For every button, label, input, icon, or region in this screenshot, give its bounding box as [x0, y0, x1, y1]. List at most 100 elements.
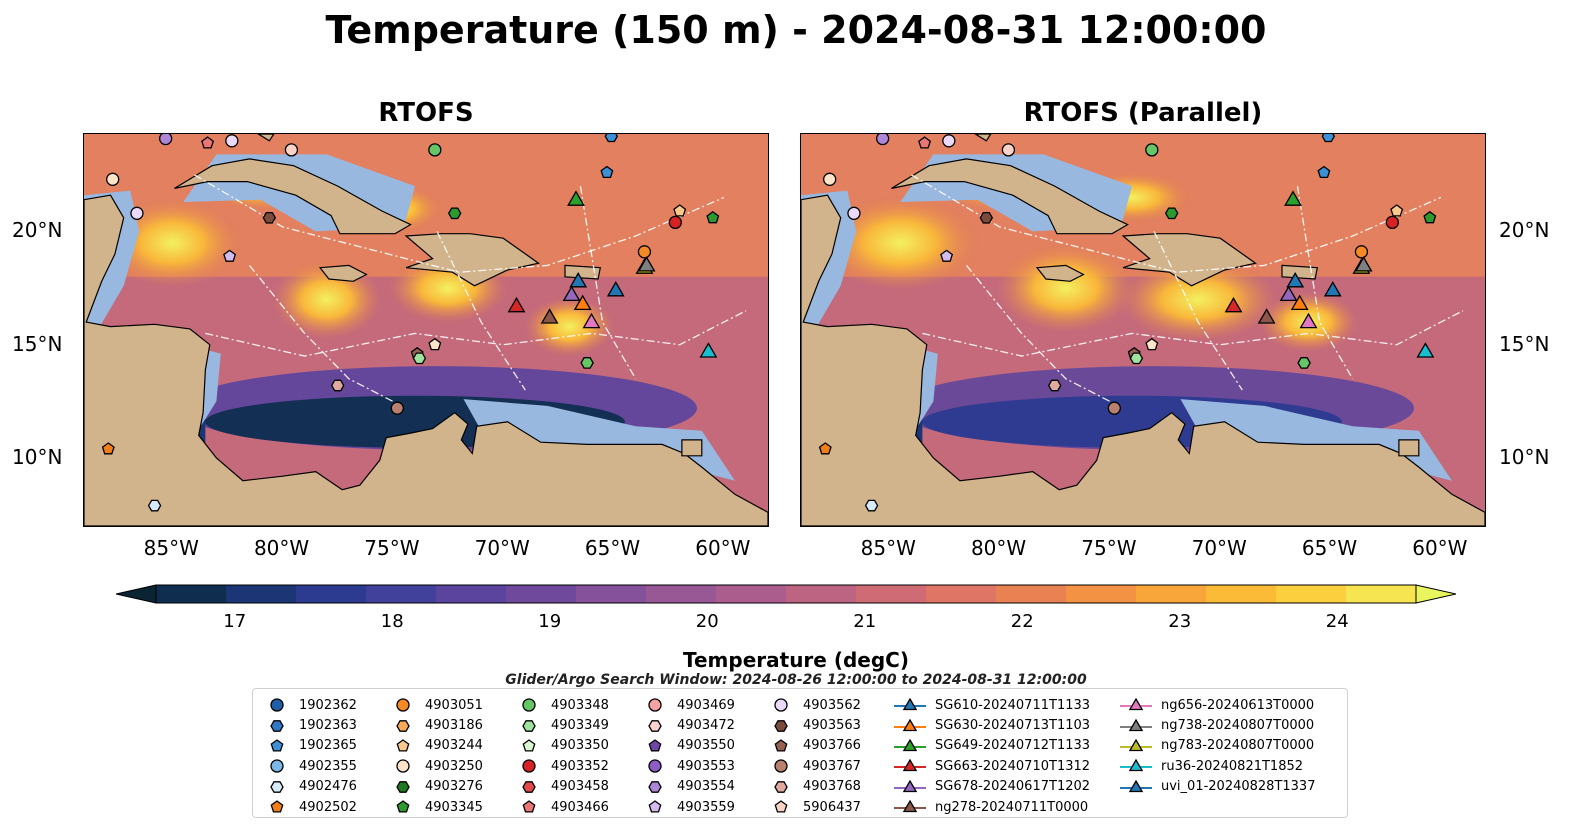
legend-column: SG610-20240711T1133 SG630-20240713T1103 SG…: [893, 695, 1090, 817]
lon-tick-label: 85°W: [143, 536, 199, 560]
legend-item: 4903768: [767, 777, 861, 797]
legend-swatch: [1128, 697, 1144, 711]
legend-swatch: [396, 719, 410, 732]
lon-tick-label: 65°W: [584, 536, 641, 560]
colorbar-tick-label: 19: [538, 611, 562, 632]
legend-item: ng783-20240807T0000: [1119, 736, 1315, 756]
legend-item: 4903348: [515, 695, 609, 715]
land-4: [84, 194, 768, 526]
legend-swatch: [902, 759, 918, 772]
argo-marker: [918, 136, 932, 149]
legend-label: 4903766: [803, 738, 861, 754]
argo-marker: [600, 165, 614, 179]
legend-swatch: [522, 780, 536, 793]
lon-tick-label: 75°W: [364, 536, 420, 560]
colorbar-segment: [1066, 585, 1137, 603]
legend-label: 4903562: [803, 697, 861, 713]
lat-tick-label-right: 15°N: [1499, 331, 1550, 356]
lon-tick-label: 60°W: [1412, 536, 1468, 560]
colorbar-tick-label: 22: [1010, 611, 1034, 632]
argo-marker: [637, 245, 652, 259]
legend-item: 1902363: [263, 715, 357, 735]
legend-item: SG630-20240713T1103: [893, 715, 1090, 735]
legend-swatch: [270, 719, 284, 732]
legend-swatch: [522, 759, 536, 774]
land-1: [1121, 233, 1257, 287]
colorbar-tick-label: 24: [1325, 611, 1349, 632]
colorbar-segment: [366, 585, 437, 603]
legend-item: 1902365: [263, 736, 357, 756]
legend-swatch: [774, 800, 788, 813]
glider-marker: [1224, 296, 1243, 313]
land-7: [1398, 439, 1420, 457]
argo-marker: [1297, 357, 1311, 369]
legend-label: 4903554: [677, 779, 735, 795]
argo-marker: [1129, 352, 1144, 365]
legend-swatch: [522, 739, 536, 752]
argo-marker: [412, 352, 427, 365]
legend-swatch: [774, 719, 788, 732]
legend-item: 4902355: [263, 756, 357, 776]
legend-label: 4903276: [425, 779, 483, 795]
map-panel-rtofs-parallel[interactable]: [800, 133, 1486, 527]
legend-item: 4903244: [389, 736, 483, 756]
argo-marker: [223, 249, 237, 262]
legend-swatch: [902, 779, 918, 792]
argo-marker: [1317, 165, 1331, 179]
colorbar-title: Temperature (degC): [683, 648, 909, 672]
legend-swatch: [522, 800, 536, 813]
legend-column: ng656-20240613T0000 ng738-20240807T0000 ng…: [1119, 695, 1315, 797]
lon-tick-label: 65°W: [1301, 536, 1358, 560]
legend-label: ng278-20240711T0000: [935, 799, 1089, 815]
legend-label: 4903472: [677, 718, 735, 734]
legend-item: 4903250: [389, 756, 483, 776]
legend-item: 5906437: [767, 797, 861, 817]
legend-item: 4903350: [515, 736, 609, 756]
argo-marker: [1385, 215, 1399, 230]
argo-marker: [428, 143, 442, 157]
land-6: [257, 134, 275, 142]
colorbar-segment: [1346, 585, 1417, 603]
argo-marker: [940, 249, 954, 262]
argo-marker: [1047, 379, 1062, 392]
legend-item: ng656-20240613T0000: [1119, 695, 1315, 715]
argo-marker: [201, 136, 215, 149]
argo-marker: [864, 499, 879, 512]
legend-swatch: [774, 739, 788, 752]
map-panel-rtofs[interactable]: [83, 133, 769, 527]
argo-marker: [147, 499, 162, 512]
glider-marker: [1284, 190, 1302, 206]
argo-marker: [1001, 143, 1016, 157]
argo-marker: [604, 134, 619, 143]
legend-item: 4903562: [767, 695, 861, 715]
legend-item: ru36-20240821T1852: [1119, 756, 1315, 776]
colorbar-segment: [436, 585, 507, 603]
legend-column: 4903348 4903349 4903350 4903352 4903458 49034…: [515, 695, 609, 817]
argo-marker: [1390, 204, 1404, 217]
legend-item: 4903352: [515, 756, 609, 776]
legend-label: 4903349: [551, 718, 609, 734]
land-6: [974, 134, 992, 142]
argo-marker: [1164, 207, 1179, 220]
colorbar-segment: [926, 585, 997, 603]
legend-swatch: [774, 698, 788, 712]
lat-tick-label-left: 20°N: [12, 218, 63, 243]
glider-marker: [540, 308, 559, 324]
legend-label: 4903768: [803, 779, 861, 795]
argo-marker: [390, 401, 404, 415]
argo-marker: [1321, 134, 1336, 143]
legend-label: 1902365: [299, 738, 357, 754]
argo-marker: [1145, 143, 1159, 157]
land-3: [1281, 264, 1319, 280]
legend-swatch: [648, 739, 662, 752]
legend-item: 4902502: [263, 797, 357, 817]
lon-tick-label: 70°W: [1191, 536, 1247, 560]
colorbar-segment: [996, 585, 1067, 603]
legend-label: ng656-20240613T0000: [1161, 697, 1315, 713]
legend-swatch: [522, 719, 536, 732]
lon-tick-label: 80°W: [970, 536, 1027, 560]
legend-item: 4903472: [641, 715, 735, 735]
glider-marker: [699, 342, 718, 358]
figure-title: Temperature (150 m) - 2024-08-31 12:00:0…: [325, 8, 1267, 52]
argo-marker: [225, 134, 239, 148]
